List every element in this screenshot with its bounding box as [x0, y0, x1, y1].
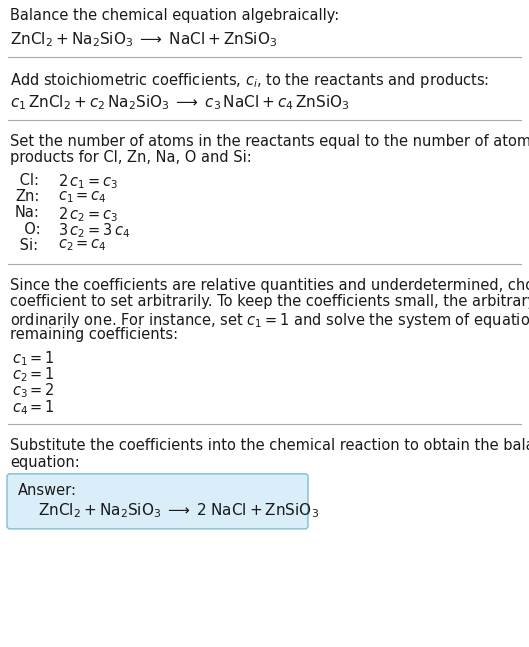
Text: $3\,c_2 = 3\,c_4$: $3\,c_2 = 3\,c_4$ [58, 221, 130, 240]
Text: $c_3 = 2$: $c_3 = 2$ [12, 382, 55, 400]
Text: Balance the chemical equation algebraically:: Balance the chemical equation algebraica… [10, 8, 339, 23]
Text: ordinarily one. For instance, set $c_1 = 1$ and solve the system of equations fo: ordinarily one. For instance, set $c_1 =… [10, 311, 529, 329]
Text: $\mathrm{ZnCl_2 + Na_2SiO_3 \;\longrightarrow\; 2\; NaCl + ZnSiO_3}$: $\mathrm{ZnCl_2 + Na_2SiO_3 \;\longright… [38, 501, 319, 520]
Text: remaining coefficients:: remaining coefficients: [10, 327, 178, 342]
Text: $\mathrm{ZnCl_2 + Na_2SiO_3 \;\longrightarrow\; NaCl + ZnSiO_3}$: $\mathrm{ZnCl_2 + Na_2SiO_3 \;\longright… [10, 30, 277, 49]
Text: $c_1\,\mathrm{ZnCl_2} + c_2\,\mathrm{Na_2SiO_3} \;\longrightarrow\; c_3\,\mathrm: $c_1\,\mathrm{ZnCl_2} + c_2\,\mathrm{Na_… [10, 93, 350, 112]
Text: Add stoichiometric coefficients, $c_i$, to the reactants and products:: Add stoichiometric coefficients, $c_i$, … [10, 71, 489, 90]
FancyBboxPatch shape [7, 474, 308, 529]
Text: $c_1 = c_4$: $c_1 = c_4$ [58, 189, 107, 204]
Text: $c_2 = c_4$: $c_2 = c_4$ [58, 238, 107, 254]
Text: Set the number of atoms in the reactants equal to the number of atoms in the: Set the number of atoms in the reactants… [10, 134, 529, 149]
Text: Zn:: Zn: [15, 189, 39, 204]
Text: Answer:: Answer: [18, 483, 77, 498]
Text: O:: O: [15, 221, 41, 237]
Text: products for Cl, Zn, Na, O and Si:: products for Cl, Zn, Na, O and Si: [10, 150, 252, 166]
Text: equation:: equation: [10, 455, 80, 470]
Text: Substitute the coefficients into the chemical reaction to obtain the balanced: Substitute the coefficients into the che… [10, 438, 529, 454]
Text: $c_4 = 1$: $c_4 = 1$ [12, 398, 55, 417]
Text: Na:: Na: [15, 205, 40, 220]
Text: $c_2 = 1$: $c_2 = 1$ [12, 366, 55, 384]
Text: Si:: Si: [15, 238, 38, 253]
Text: $2\,c_1 = c_3$: $2\,c_1 = c_3$ [58, 173, 118, 192]
Text: Cl:: Cl: [15, 173, 39, 188]
Text: Since the coefficients are relative quantities and underdetermined, choose a: Since the coefficients are relative quan… [10, 278, 529, 293]
Text: $2\,c_2 = c_3$: $2\,c_2 = c_3$ [58, 205, 118, 224]
Text: $c_1 = 1$: $c_1 = 1$ [12, 349, 55, 368]
Text: coefficient to set arbitrarily. To keep the coefficients small, the arbitrary va: coefficient to set arbitrarily. To keep … [10, 294, 529, 309]
